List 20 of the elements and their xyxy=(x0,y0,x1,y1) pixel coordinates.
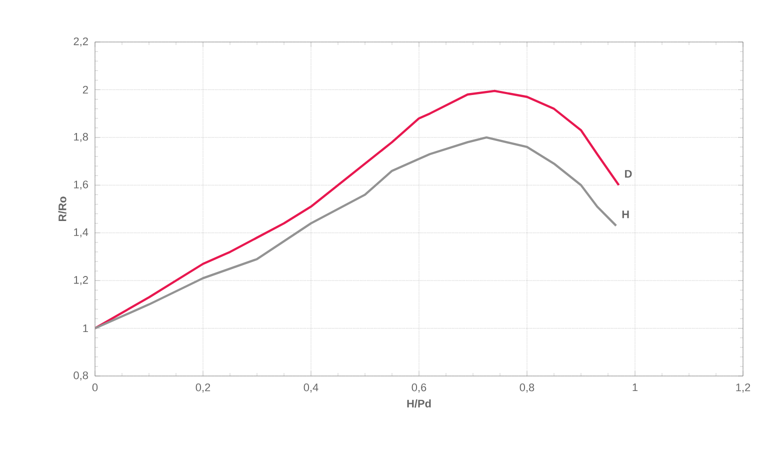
x-tick-label: 1 xyxy=(632,384,638,392)
y-tick-label: 1,8 xyxy=(74,132,88,142)
y-tick-label: 1,2 xyxy=(74,276,88,286)
y-tick-label: 1,4 xyxy=(74,228,88,238)
y-tick-label: 2,2 xyxy=(74,37,88,47)
x-tick-label: 0,4 xyxy=(304,384,318,393)
line-series xyxy=(95,136,618,330)
y-tick-label: 0,8 xyxy=(74,371,88,381)
x-axis-title: H/Pd xyxy=(407,399,431,408)
x-tick-label: 0 xyxy=(92,384,98,392)
series-label: D xyxy=(625,170,632,178)
x-tick-label: 1,2 xyxy=(736,384,750,393)
x-tick-label: 0,6 xyxy=(412,384,426,393)
y-tick-label: 1,6 xyxy=(74,180,88,190)
y-tick-label: 1 xyxy=(83,324,88,332)
x-tick-label: 0,2 xyxy=(196,384,210,393)
y-axis-title: R/Ro xyxy=(58,196,66,222)
series-label: H xyxy=(622,210,629,218)
x-tick-label: 0,8 xyxy=(520,384,534,393)
y-tick-label: 2 xyxy=(82,86,88,94)
